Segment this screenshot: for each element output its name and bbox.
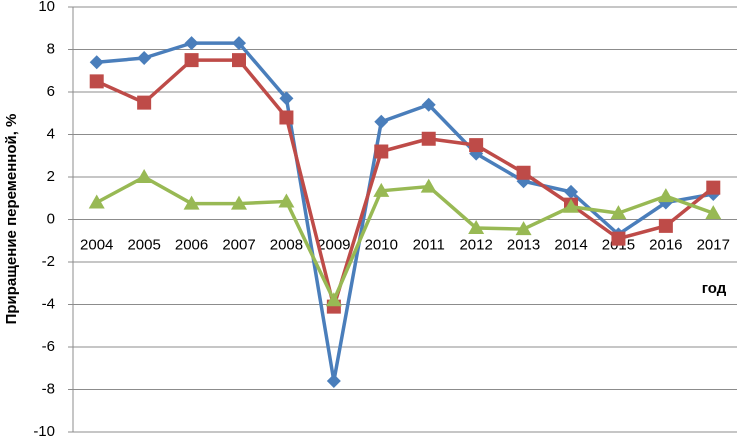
marker — [420, 178, 437, 193]
marker — [137, 51, 152, 65]
y-tick-label: 8 — [47, 40, 55, 57]
marker — [706, 180, 721, 195]
marker — [89, 74, 104, 89]
y-tick-label: -6 — [42, 338, 55, 355]
marker — [184, 53, 199, 68]
marker — [421, 131, 436, 146]
marker — [279, 110, 294, 125]
x-tick-label: 2013 — [507, 236, 540, 253]
marker — [326, 374, 341, 388]
marker — [658, 218, 673, 233]
x-tick-label: 2012 — [459, 236, 492, 253]
marker — [374, 144, 389, 159]
marker — [279, 91, 294, 106]
x-tick-label: 2005 — [127, 236, 160, 253]
x-tick-label: 2007 — [222, 236, 255, 253]
marker — [657, 188, 674, 203]
marker — [232, 53, 246, 68]
y-tick-label: -4 — [42, 295, 55, 312]
marker — [374, 114, 389, 129]
series-line — [95, 175, 714, 302]
marker — [232, 36, 246, 51]
x-tick-label: 2008 — [270, 236, 303, 253]
marker — [137, 95, 152, 110]
x-tick-label: 2004 — [80, 236, 113, 253]
marker — [563, 198, 579, 213]
marker — [184, 36, 199, 51]
y-tick-label: 4 — [47, 125, 55, 142]
x-tick-label: 2014 — [554, 236, 587, 253]
y-tick-label: -2 — [42, 253, 55, 270]
y-tick-label: 0 — [47, 210, 55, 227]
x-tick-label: 2006 — [175, 236, 208, 253]
x-tick-label: 2009 — [317, 236, 350, 253]
x-tick-label: 2011 — [413, 236, 445, 253]
marker — [564, 184, 578, 199]
marker — [325, 292, 342, 307]
marker — [89, 55, 104, 70]
marker — [88, 194, 105, 209]
marker — [278, 193, 295, 208]
series-line — [95, 58, 715, 309]
marker — [610, 205, 627, 220]
y-tick-label: -10 — [33, 423, 55, 438]
y-tick-label: 10 — [38, 0, 55, 15]
marker — [469, 138, 484, 153]
marker — [468, 220, 485, 234]
marker — [183, 195, 200, 210]
y-tick-label: -8 — [42, 380, 55, 397]
x-tick-label: 2010 — [365, 236, 398, 253]
marker — [515, 221, 532, 236]
marker — [136, 169, 153, 183]
marker — [705, 205, 722, 220]
x-tick-label: 2016 — [649, 236, 682, 253]
x-tick-label: 2017 — [697, 236, 730, 253]
series-line — [96, 41, 714, 383]
marker — [516, 165, 531, 180]
y-tick-label: 2 — [47, 168, 55, 185]
marker — [421, 97, 436, 112]
x-axis-label: год — [702, 280, 727, 297]
marker — [231, 195, 247, 210]
y-axis-label: Приращение переменной, % — [3, 114, 20, 325]
marker — [373, 182, 390, 197]
y-tick-label: 6 — [47, 83, 55, 100]
marker — [611, 231, 626, 246]
